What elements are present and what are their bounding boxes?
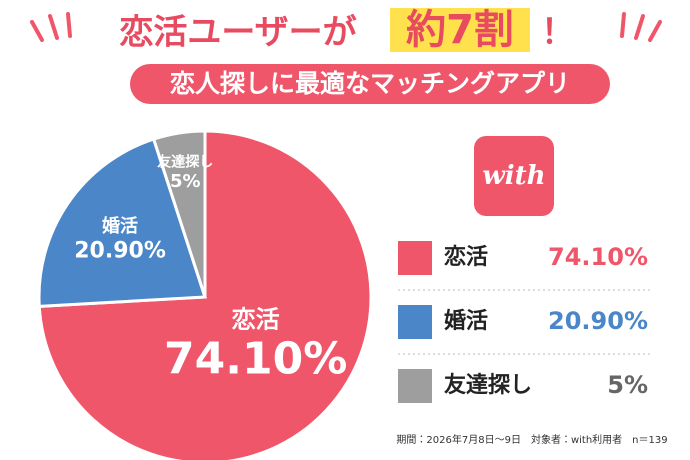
- pie-slice: [37, 137, 208, 308]
- note: 期間：2026年7月8日〜9日 対象者：with利用者 n＝139: [396, 433, 667, 446]
- slice-value: 20.90%: [74, 238, 166, 263]
- title-part: ！: [541, 13, 575, 53]
- legend-label: 婚活: [444, 308, 488, 334]
- logo: with: [482, 161, 545, 191]
- slice-category: 婚活: [102, 215, 138, 237]
- pie-slice: [151, 129, 207, 298]
- slice-value: 74.10%: [164, 334, 347, 385]
- decor: [30, 12, 662, 42]
- title-part: 恋活ユーザーが: [119, 13, 356, 53]
- legend-value: 74.10%: [548, 243, 648, 271]
- logo-box: [474, 136, 554, 216]
- legend-swatch: [398, 369, 432, 403]
- legend-value: 20.90%: [548, 307, 648, 335]
- slice-category: 恋活: [232, 306, 280, 334]
- title-highlight: 約7割: [406, 7, 514, 53]
- slice-value: 5%: [170, 171, 201, 192]
- legend-label: 恋活: [444, 244, 488, 270]
- legend-swatch: [398, 305, 432, 339]
- legend-value: 5%: [607, 371, 648, 399]
- slice-category: 友達探し: [157, 153, 213, 170]
- subtitle-pill: [130, 64, 610, 104]
- highlight: [390, 8, 530, 52]
- legend-swatch: [398, 241, 432, 275]
- legend-label: 友達探し: [444, 372, 532, 398]
- subtitle: 恋人探しに最適なマッチングアプリ: [170, 69, 570, 98]
